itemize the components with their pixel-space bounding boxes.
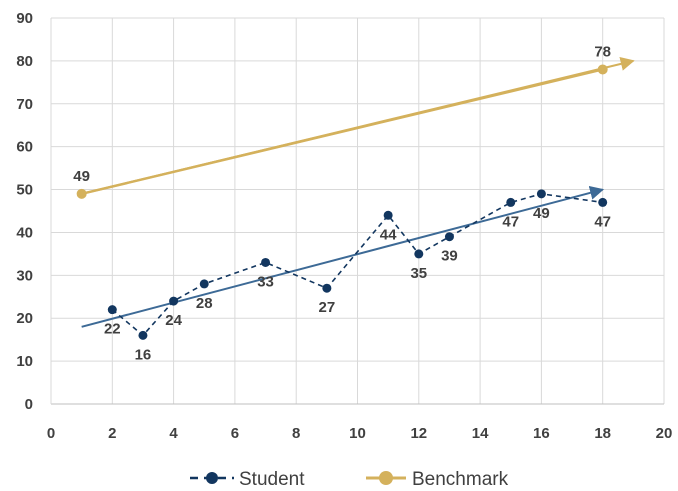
student-data-label: 33	[257, 273, 274, 290]
student-data-label: 44	[380, 226, 397, 243]
y-tick-label: 90	[16, 10, 33, 27]
student-data-label: 24	[165, 312, 182, 329]
x-tick-label: 14	[472, 425, 489, 442]
y-tick-label: 60	[16, 139, 33, 156]
x-tick-label: 18	[594, 425, 611, 442]
y-tick-label: 30	[16, 267, 33, 284]
student-point	[169, 297, 178, 306]
x-tick-label: 10	[349, 425, 366, 442]
x-tick-label: 0	[47, 425, 55, 442]
student-data-label: 28	[196, 295, 213, 312]
legend-benchmark-marker-icon	[379, 471, 393, 485]
student-point	[108, 305, 117, 314]
x-tick-label: 6	[231, 425, 239, 442]
x-tick-label: 20	[656, 425, 673, 442]
student-data-label: 47	[502, 213, 519, 230]
y-tick-label: 0	[25, 396, 33, 413]
benchmark-series-line	[82, 69, 603, 193]
student-data-label: 39	[441, 248, 458, 265]
y-tick-label: 50	[16, 182, 33, 199]
y-tick-label: 40	[16, 224, 33, 241]
x-tick-label: 12	[410, 425, 427, 442]
student-data-label: 16	[135, 346, 152, 363]
legend-student-marker-icon	[206, 472, 218, 484]
student-data-label: 35	[410, 265, 427, 282]
student-point	[322, 284, 331, 293]
x-tick-label: 2	[108, 425, 116, 442]
y-tick-label: 10	[16, 353, 33, 370]
student-data-label: 22	[104, 321, 121, 338]
student-point	[138, 331, 147, 340]
student-data-label: 49	[533, 205, 550, 222]
y-tick-label: 20	[16, 310, 33, 327]
student-point	[200, 279, 209, 288]
benchmark-point	[77, 189, 87, 199]
data-labels: 49 78 22 16 24 28 33 27 44 35 39 47 49 47	[73, 43, 611, 363]
x-tick-label: 4	[169, 425, 178, 442]
benchmark-point	[598, 64, 608, 74]
student-trendline	[82, 190, 603, 327]
legend-student-label: Student	[239, 469, 305, 486]
legend: Student Benchmark	[190, 469, 509, 486]
series-layer	[77, 64, 608, 339]
benchmark-data-label: 49	[73, 168, 90, 185]
student-point	[598, 198, 607, 207]
student-point	[506, 198, 515, 207]
y-tick-label: 70	[16, 96, 33, 113]
legend-benchmark-label: Benchmark	[412, 469, 509, 486]
x-tick-label: 16	[533, 425, 550, 442]
y-tick-label: 80	[16, 53, 33, 70]
student-point	[414, 249, 423, 258]
student-point	[445, 232, 454, 241]
x-tick-label: 8	[292, 425, 300, 442]
student-point	[261, 258, 270, 267]
student-point	[384, 211, 393, 220]
student-data-label: 27	[319, 299, 336, 316]
student-point	[537, 189, 546, 198]
benchmark-data-label: 78	[594, 43, 611, 60]
student-data-label: 47	[594, 213, 611, 230]
